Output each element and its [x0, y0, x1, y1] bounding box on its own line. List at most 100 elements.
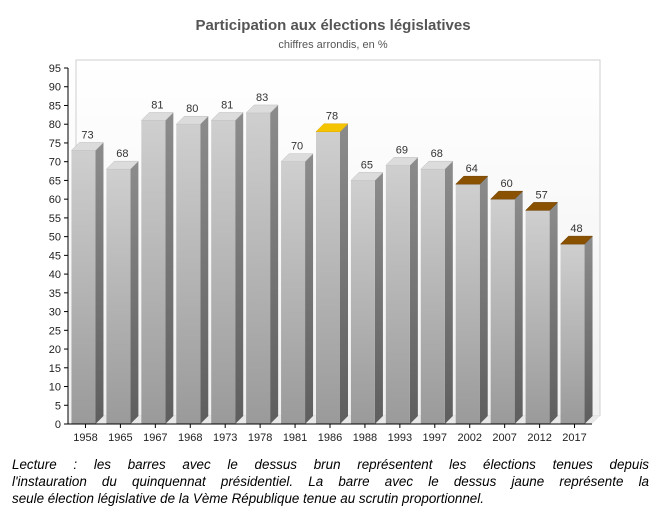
x-tick-label: 2002	[457, 432, 481, 444]
bar-2017: 48	[559, 223, 594, 424]
y-tick-label: 5	[55, 400, 61, 412]
x-tick-label: 1973	[213, 432, 237, 444]
bar-2012: 57	[524, 189, 559, 424]
bar-top	[140, 112, 174, 121]
bar-value-label: 80	[186, 103, 198, 115]
bar-value-label: 83	[256, 92, 268, 104]
chart-svg: Participation aux élections législatives…	[49, 17, 601, 444]
bar-front	[141, 120, 166, 424]
bar-1986: 78	[315, 111, 349, 424]
y-tick-label: 70	[49, 157, 61, 169]
bar-top	[350, 172, 384, 181]
bar-front	[71, 150, 96, 424]
x-tick-label: 1997	[423, 432, 447, 444]
x-tick-label: 1993	[388, 432, 412, 444]
y-tick-label: 40	[49, 269, 61, 281]
y-tick-label: 45	[49, 250, 61, 262]
y-tick-label: 35	[49, 288, 61, 300]
caption-line-3: seule élection législative de la Vème Ré…	[12, 491, 484, 506]
y-tick-label: 55	[49, 213, 61, 225]
y-axis: 0 5 10 15 20 25 30 35 40 45 50 55 60 65 70 75 80 85 90 95	[49, 63, 69, 431]
bar-front	[420, 169, 445, 424]
bar-front	[281, 161, 306, 424]
bar-side	[270, 104, 279, 425]
bar-1981: 70	[280, 141, 314, 424]
x-tick-label: 1981	[283, 432, 307, 444]
bar-value-label: 70	[291, 141, 303, 153]
bar-top	[559, 235, 594, 245]
bar-1967: 81	[140, 99, 174, 424]
bar-side	[584, 236, 593, 424]
y-tick-label: 25	[49, 325, 61, 337]
bar-top	[105, 160, 140, 170]
bar-top	[315, 123, 349, 132]
bar-value-label: 81	[151, 99, 163, 111]
bar-side	[340, 123, 348, 424]
bar-2007: 60	[490, 178, 524, 424]
bar-top	[385, 157, 419, 166]
bar-front	[176, 124, 201, 425]
x-tick-label: 1968	[178, 432, 202, 444]
bar-top	[490, 190, 524, 200]
x-tick-label: 1967	[143, 432, 167, 444]
bar-top	[245, 104, 279, 114]
bar-value-label: 78	[326, 111, 338, 123]
x-axis: 1958 1965 1967 1968 1973 1978 1981 1986 1988 1993…	[68, 423, 592, 444]
y-tick-label: 50	[49, 232, 61, 244]
bar-top	[210, 112, 244, 121]
bar-front	[455, 184, 480, 424]
bar-value-label: 81	[221, 99, 233, 111]
caption-line-1: Lecture : les barres avec le dessus brun…	[12, 457, 649, 472]
x-tick-label: 1978	[248, 432, 272, 444]
bar-front	[316, 131, 340, 424]
bar-front	[560, 244, 585, 424]
y-tick-label: 15	[49, 363, 61, 375]
bar-value-label: 65	[361, 159, 373, 171]
bar-value-label: 48	[570, 223, 582, 235]
bar-value-label: 69	[396, 144, 408, 156]
bar-side	[409, 157, 418, 424]
y-tick-label: 65	[49, 175, 61, 187]
bar-side	[305, 153, 314, 424]
chart-subtitle: chiffres arrondis, en %	[278, 39, 387, 51]
bar-side	[235, 112, 244, 424]
y-tick-label: 85	[49, 100, 61, 112]
chart-title: Participation aux élections législatives	[195, 17, 470, 34]
caption-line-2: l'instauration du quinquennat présidenti…	[12, 474, 649, 489]
bar-top	[280, 153, 314, 162]
bar-2002: 64	[455, 163, 489, 424]
bar-side	[444, 161, 453, 424]
bar-1988: 65	[350, 159, 384, 424]
bar-1968: 80	[175, 103, 209, 425]
bar-value-label: 73	[81, 129, 93, 141]
bar-top	[175, 115, 209, 125]
y-tick-label: 10	[49, 382, 61, 394]
bar-side	[479, 176, 488, 424]
bar-front	[106, 169, 131, 424]
bar-1958: 73	[70, 129, 105, 424]
bar-top	[524, 202, 559, 211]
bar-side	[165, 112, 174, 424]
bar-value-label: 64	[466, 163, 478, 175]
bar-1997: 68	[420, 148, 454, 424]
x-tick-label: 2012	[527, 432, 551, 444]
y-tick-label: 90	[49, 82, 61, 94]
y-tick-label: 0	[55, 419, 61, 431]
bar-front	[350, 180, 375, 424]
x-tick-label: 2017	[562, 432, 586, 444]
bar-value-label: 60	[501, 178, 513, 190]
x-tick-label: 1986	[318, 432, 342, 444]
y-tick-label: 80	[49, 119, 61, 131]
y-tick-label: 75	[49, 138, 61, 150]
bar-1973: 81	[210, 99, 244, 424]
y-tick-label: 95	[49, 63, 61, 75]
x-tick-label: 1958	[73, 432, 97, 444]
bar-front	[211, 120, 236, 424]
bar-side	[514, 191, 523, 424]
y-tick-label: 20	[49, 344, 61, 356]
bar-front	[490, 199, 515, 424]
bar-value-label: 68	[116, 148, 128, 160]
bar-value-label: 57	[535, 189, 547, 201]
x-tick-label: 1965	[108, 432, 132, 444]
bar-side	[130, 161, 139, 424]
